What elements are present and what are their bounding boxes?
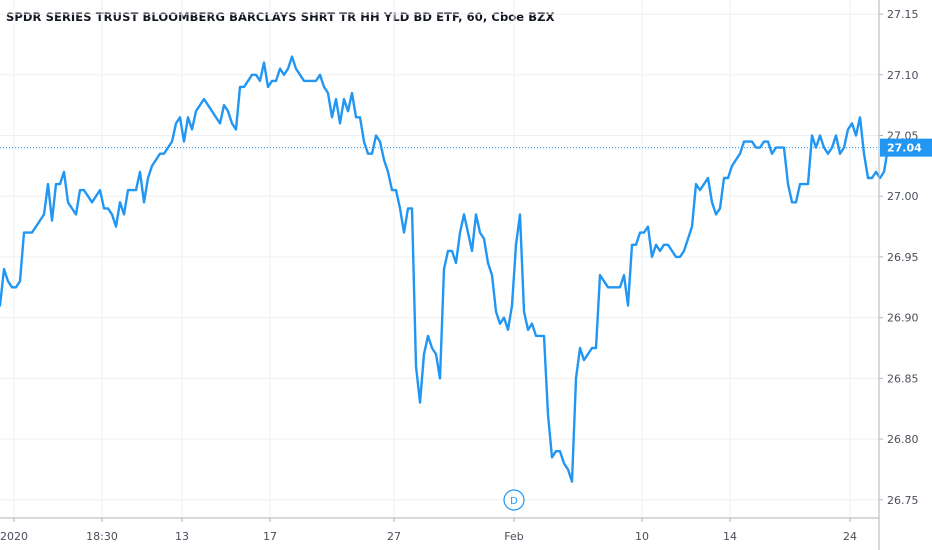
time-tick-label: 10 xyxy=(635,530,649,543)
last-price-badge xyxy=(880,138,932,157)
price-axis[interactable]: 26.7526.8026.8526.9026.9527.0027.0527.10… xyxy=(878,0,932,550)
time-tick-label: 18:30 xyxy=(86,530,118,543)
dividend-marker-label: D xyxy=(510,496,518,507)
time-tick-label: 2020 xyxy=(0,530,28,543)
dividend-marker[interactable]: D xyxy=(503,489,525,511)
price-tick-label: 26.80 xyxy=(887,433,919,446)
time-tick-label: 14 xyxy=(723,530,737,543)
time-tick-label: Feb xyxy=(504,530,523,543)
time-tick-label: 24 xyxy=(843,530,857,543)
price-tick-label: 27.15 xyxy=(887,8,919,21)
time-axis[interactable]: 2020 18:30 13 17 27 Feb 10 14 24 xyxy=(0,517,879,543)
price-tick-label: 26.95 xyxy=(887,251,919,264)
price-tick-label: 27.10 xyxy=(887,69,919,82)
price-series xyxy=(0,55,890,483)
price-tick-label: 26.85 xyxy=(887,372,919,385)
grid-lines xyxy=(0,0,879,518)
last-price-label: 27.04 xyxy=(887,142,922,155)
time-tick-label: 13 xyxy=(175,530,189,543)
dividend-marker-circle[interactable] xyxy=(503,489,525,511)
time-tick-label: 27 xyxy=(387,530,401,543)
price-tick-label: 26.90 xyxy=(887,312,919,325)
price-tick-label: 27.00 xyxy=(887,190,919,203)
price-tick-label: 26.75 xyxy=(887,494,919,507)
chart-title: SPDR SERIES TRUST BLOOMBERG BARCLAYS SHR… xyxy=(6,10,555,24)
time-tick-label: 17 xyxy=(263,530,277,543)
price-line xyxy=(0,55,890,483)
